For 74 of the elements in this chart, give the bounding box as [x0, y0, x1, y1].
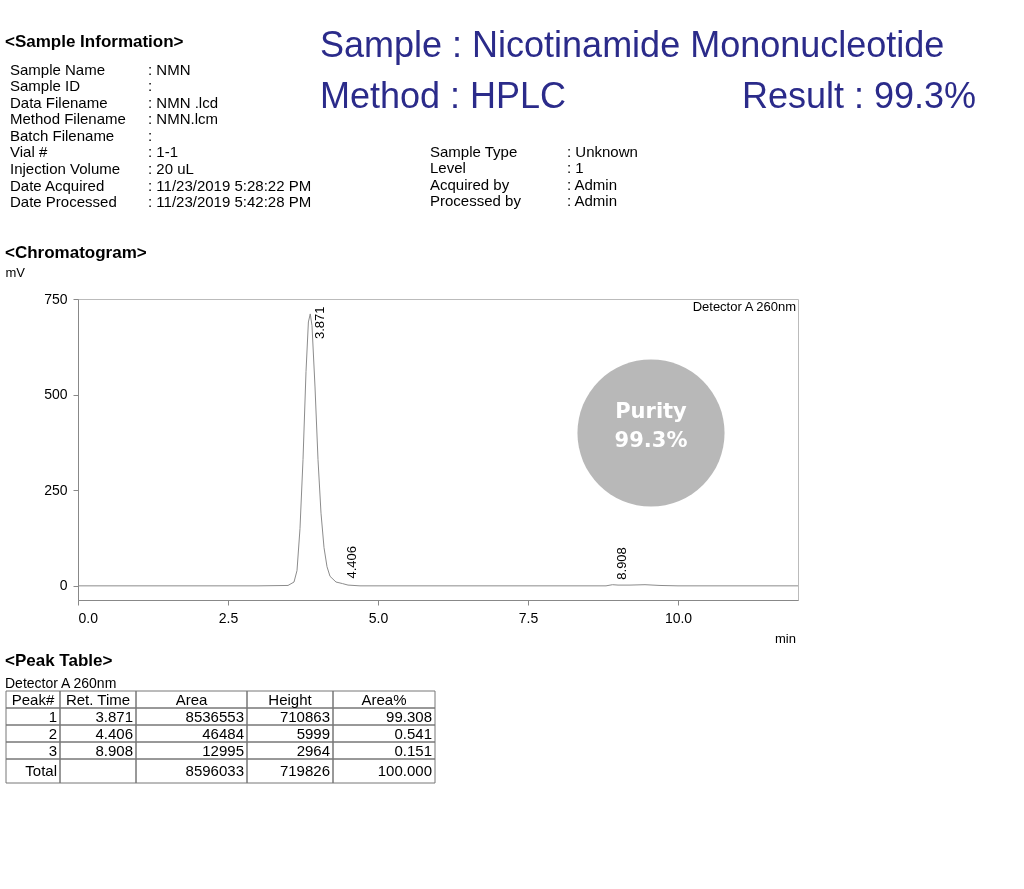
y-tick-label: 250	[44, 481, 68, 498]
text: Sample ID	[10, 77, 81, 94]
text: : 11/23/2019 5:28:22 PM	[148, 177, 312, 194]
x-axis-title: min	[775, 630, 796, 646]
text: Date Processed	[10, 193, 117, 210]
text: Detector A 260nm	[5, 675, 117, 691]
text: 0.151	[394, 741, 432, 759]
text: : NMN.lcm	[148, 110, 218, 127]
text: 719826	[279, 762, 330, 779]
y-tick-label: 750	[44, 290, 68, 307]
text: : 20 uL	[148, 160, 194, 177]
text: 46484	[202, 724, 244, 742]
text: Method : HPLC	[320, 75, 567, 116]
annotation: 99.3%	[614, 428, 688, 452]
text: : Admin	[567, 176, 618, 193]
text: Batch Filename	[10, 127, 115, 144]
text: 100.000	[377, 762, 432, 779]
annotation: Purity	[615, 399, 688, 423]
text: 12995	[202, 741, 244, 759]
text: 2	[48, 724, 57, 742]
text: 0.541	[394, 724, 432, 742]
text: Height	[268, 690, 313, 708]
text: 2964	[296, 741, 330, 759]
text: : NMN	[148, 61, 191, 78]
text: 8536553	[185, 707, 244, 725]
text: :	[148, 77, 153, 94]
text: <Chromatogram>	[5, 243, 147, 262]
text: :	[148, 127, 153, 144]
text: 4.406	[95, 724, 133, 742]
text: Total	[25, 762, 57, 779]
text: Sample Name	[10, 61, 106, 78]
text: 3.871	[95, 707, 133, 725]
y-tick-label: 0	[59, 577, 68, 594]
text: Result : 99.3%	[742, 75, 977, 116]
text: Processed by	[430, 192, 522, 209]
annotation: 3.871	[312, 306, 328, 339]
text: : 1-1	[148, 143, 179, 160]
x-tick-label: 10.0	[664, 609, 693, 626]
text: Peak#	[11, 690, 55, 708]
text: Acquired by	[430, 176, 510, 193]
text: : NMN .lcd	[148, 94, 219, 111]
x-tick-label: 5.0	[368, 609, 389, 626]
annotation: Detector A 260nm	[692, 299, 796, 314]
text: : 11/23/2019 5:42:28 PM	[148, 193, 312, 210]
text: 3	[48, 741, 57, 759]
text: <Peak Table>	[5, 651, 113, 670]
text: 99.308	[386, 707, 432, 725]
y-tick-label: 500	[44, 386, 68, 403]
x-tick-label: 2.5	[218, 609, 239, 626]
x-tick-label: 0.0	[78, 609, 99, 626]
text: Level	[430, 159, 466, 176]
text: Vial #	[10, 143, 48, 160]
text: Sample : Nicotinamide Mononucleotide	[320, 24, 945, 65]
text: : Unknown	[567, 143, 638, 160]
text: Injection Volume	[10, 160, 121, 177]
text: 8596033	[185, 762, 244, 779]
text: 1	[48, 707, 57, 725]
text: : 1	[567, 159, 584, 176]
text: 5999	[296, 724, 330, 742]
text: Sample Type	[430, 143, 518, 160]
x-tick-label: 7.5	[518, 609, 539, 626]
text: Method Filename	[10, 110, 126, 127]
text: 710863	[279, 707, 330, 725]
text: : Admin	[567, 192, 618, 209]
text: Area%	[361, 690, 407, 708]
text: Data Filename	[10, 94, 108, 111]
y-axis-title: mV	[5, 264, 26, 280]
text: Area	[175, 690, 208, 708]
text: <Sample Information>	[5, 32, 184, 51]
annotation: 8.908	[614, 547, 630, 580]
annotation: 4.406	[344, 546, 360, 579]
text: 8.908	[95, 741, 133, 759]
text: Ret. Time	[65, 690, 131, 708]
text: Date Acquired	[10, 177, 105, 194]
